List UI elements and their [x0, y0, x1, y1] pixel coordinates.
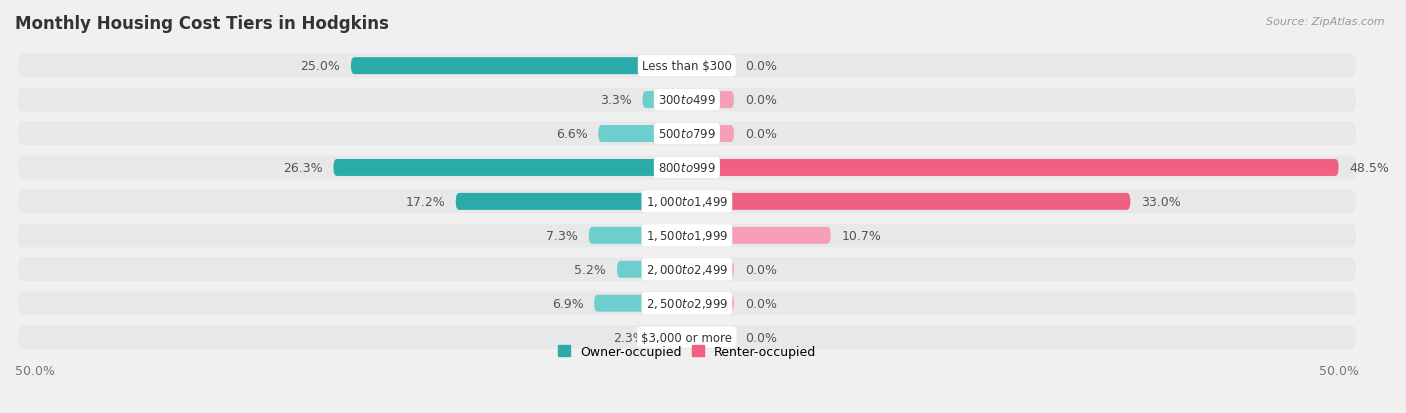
FancyBboxPatch shape	[18, 88, 1355, 112]
FancyBboxPatch shape	[352, 58, 688, 75]
Text: 3.3%: 3.3%	[600, 94, 631, 107]
Text: 50.0%: 50.0%	[15, 364, 55, 377]
Text: 0.0%: 0.0%	[745, 331, 776, 344]
Text: $1,000 to $1,499: $1,000 to $1,499	[645, 195, 728, 209]
FancyBboxPatch shape	[643, 92, 688, 109]
FancyBboxPatch shape	[18, 156, 1355, 180]
Text: 0.0%: 0.0%	[745, 128, 776, 141]
Text: 25.0%: 25.0%	[301, 60, 340, 73]
Text: 6.9%: 6.9%	[551, 297, 583, 310]
FancyBboxPatch shape	[589, 227, 688, 244]
Text: 33.0%: 33.0%	[1142, 195, 1181, 209]
Text: 50.0%: 50.0%	[1319, 364, 1358, 377]
FancyBboxPatch shape	[688, 329, 734, 346]
Text: 7.3%: 7.3%	[546, 229, 578, 242]
Text: 10.7%: 10.7%	[841, 229, 882, 242]
FancyBboxPatch shape	[595, 295, 688, 312]
Text: 17.2%: 17.2%	[405, 195, 446, 209]
FancyBboxPatch shape	[688, 295, 734, 312]
FancyBboxPatch shape	[18, 292, 1355, 315]
FancyBboxPatch shape	[617, 261, 688, 278]
Text: $2,000 to $2,499: $2,000 to $2,499	[645, 263, 728, 277]
Text: 0.0%: 0.0%	[745, 297, 776, 310]
Text: $1,500 to $1,999: $1,500 to $1,999	[645, 229, 728, 243]
FancyBboxPatch shape	[688, 193, 1130, 210]
Text: $500 to $799: $500 to $799	[658, 128, 716, 141]
Text: 6.6%: 6.6%	[555, 128, 588, 141]
Text: 0.0%: 0.0%	[745, 60, 776, 73]
Text: $300 to $499: $300 to $499	[658, 94, 716, 107]
FancyBboxPatch shape	[688, 126, 734, 142]
Text: Source: ZipAtlas.com: Source: ZipAtlas.com	[1267, 17, 1385, 26]
FancyBboxPatch shape	[688, 227, 831, 244]
FancyBboxPatch shape	[688, 58, 734, 75]
FancyBboxPatch shape	[456, 193, 688, 210]
FancyBboxPatch shape	[688, 92, 734, 109]
FancyBboxPatch shape	[18, 325, 1355, 349]
FancyBboxPatch shape	[18, 258, 1355, 281]
Text: Less than $300: Less than $300	[643, 60, 731, 73]
Text: 2.3%: 2.3%	[613, 331, 645, 344]
Text: 48.5%: 48.5%	[1350, 161, 1389, 175]
FancyBboxPatch shape	[18, 190, 1355, 214]
Text: $800 to $999: $800 to $999	[658, 161, 716, 175]
FancyBboxPatch shape	[333, 159, 688, 176]
FancyBboxPatch shape	[598, 126, 688, 142]
FancyBboxPatch shape	[18, 122, 1355, 146]
Text: Monthly Housing Cost Tiers in Hodgkins: Monthly Housing Cost Tiers in Hodgkins	[15, 15, 389, 33]
Text: 5.2%: 5.2%	[575, 263, 606, 276]
Text: $3,000 or more: $3,000 or more	[641, 331, 733, 344]
Text: $2,500 to $2,999: $2,500 to $2,999	[645, 297, 728, 311]
Text: 0.0%: 0.0%	[745, 94, 776, 107]
FancyBboxPatch shape	[657, 329, 688, 346]
FancyBboxPatch shape	[18, 224, 1355, 248]
FancyBboxPatch shape	[18, 55, 1355, 78]
Legend: Owner-occupied, Renter-occupied: Owner-occupied, Renter-occupied	[553, 340, 821, 363]
FancyBboxPatch shape	[688, 261, 734, 278]
FancyBboxPatch shape	[688, 159, 1339, 176]
Text: 26.3%: 26.3%	[283, 161, 323, 175]
Text: 0.0%: 0.0%	[745, 263, 776, 276]
